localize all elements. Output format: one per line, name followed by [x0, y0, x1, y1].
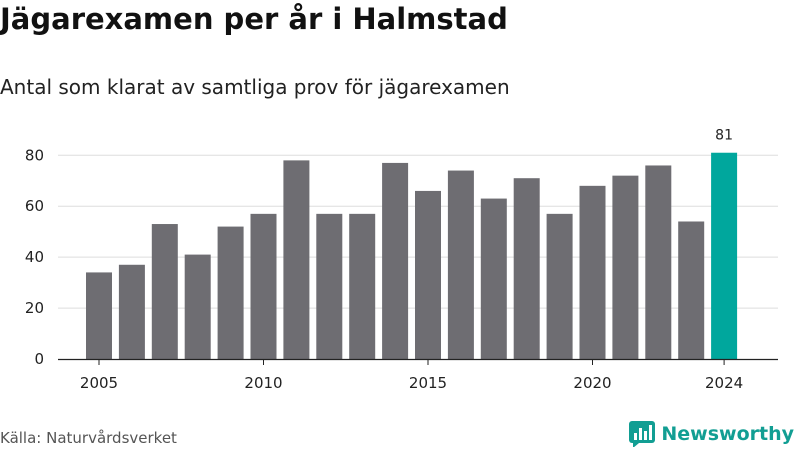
bar	[86, 272, 112, 359]
x-tick-label: 2024	[705, 374, 743, 392]
bar	[250, 213, 277, 359]
bar	[118, 264, 145, 359]
bar	[678, 221, 705, 359]
y-tick-label: 60	[25, 197, 44, 215]
x-tick-label: 2005	[80, 374, 118, 392]
source-note: Källa: Naturvårdsverket	[0, 429, 177, 447]
axes	[58, 358, 778, 365]
y-tick-label: 40	[25, 248, 44, 266]
x-tick-label: 2015	[409, 374, 447, 392]
bar	[217, 226, 244, 359]
newsworthy-logo-icon	[629, 421, 656, 447]
bar	[513, 178, 540, 359]
bar	[415, 190, 441, 359]
bar-highlight	[711, 152, 738, 359]
labels: 0 20 40 60 80 81 2005 2010 2015 2020 2024	[25, 128, 743, 392]
bar	[480, 198, 507, 359]
bar	[316, 213, 343, 359]
bar	[645, 165, 672, 359]
chart-title: Jägarexamen per år i Halmstad	[0, 2, 508, 36]
bar	[612, 175, 639, 359]
bar	[579, 185, 606, 359]
brand-logo: Newsworthy	[629, 420, 794, 448]
y-tick-label: 20	[25, 299, 44, 317]
bar	[151, 224, 178, 359]
x-tick-label: 2020	[573, 374, 611, 392]
brand-name: Newsworthy	[661, 423, 794, 445]
bar	[546, 213, 573, 359]
bar-value-label: 81	[715, 128, 733, 144]
chart-subtitle: Antal som klarat av samtliga prov för jä…	[0, 75, 510, 99]
y-tick-label: 0	[34, 350, 44, 368]
bar	[447, 170, 474, 359]
bar	[184, 254, 211, 359]
bar	[382, 162, 409, 359]
y-tick-label: 80	[25, 146, 44, 164]
x-tick-label: 2010	[244, 374, 282, 392]
bar	[349, 213, 376, 359]
bar	[283, 160, 310, 359]
bars	[86, 152, 738, 359]
